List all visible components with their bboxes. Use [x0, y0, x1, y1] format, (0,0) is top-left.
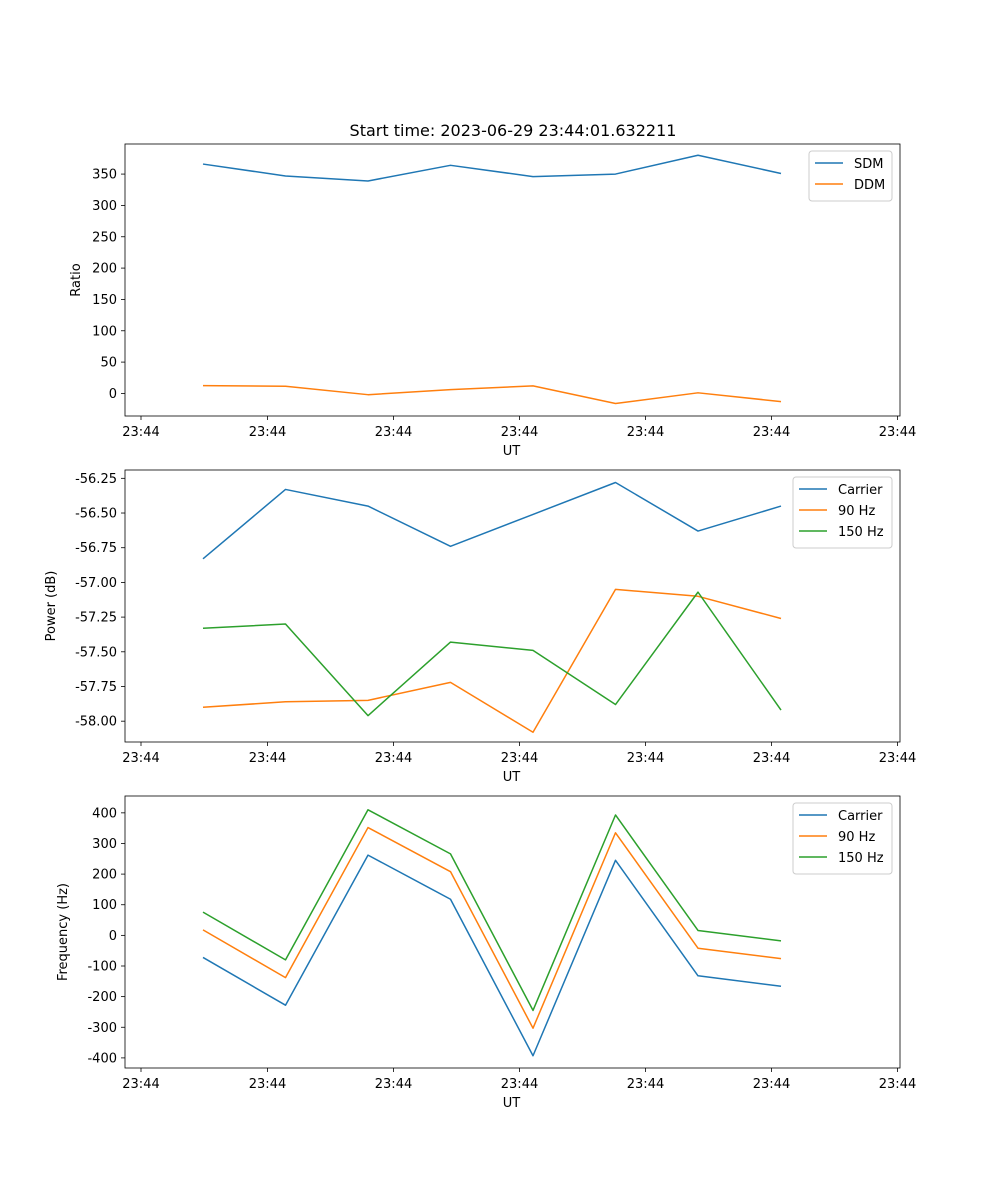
x-tick-label: 23:44 [375, 751, 412, 766]
y-tick-label: -58.00 [75, 715, 117, 730]
y-tick-label: 400 [92, 806, 117, 821]
x-tick-label: 23:44 [501, 425, 538, 440]
x-tick-label: 23:44 [753, 1077, 790, 1092]
axes-frame [124, 795, 901, 1069]
chart-panel-1: 23:44 23:44 23:44 23:44 23:44 23:44 23:44 0 50 10… [69, 143, 916, 459]
x-tick-label: 23:44 [249, 751, 286, 766]
series-line-ddm [202, 384, 782, 405]
y-tick-label: 0 [109, 929, 117, 944]
chart-panel-2: 23:44 23:44 23:44 23:44 23:44 23:44 23:44 -58.0… [44, 469, 916, 785]
y-tick-label: 300 [92, 837, 117, 852]
y-tick-label: 300 [92, 199, 117, 214]
legend: SDM DDM [808, 150, 893, 202]
legend-label: DDM [854, 178, 885, 193]
x-tick-label: 23:44 [249, 1077, 286, 1092]
y-tick-label: -56.25 [75, 472, 117, 487]
x-tick-label: 23:44 [501, 1077, 538, 1092]
x-tick-label: 23:44 [501, 751, 538, 766]
legend: Carrier 90 Hz 150 Hz [792, 802, 893, 875]
chart-panel-3: 23:44 23:44 23:44 23:44 23:44 23:44 23:44 -400 -… [56, 795, 916, 1111]
legend-label: SDM [854, 157, 883, 172]
series-line-carrier [202, 854, 782, 1057]
legend-label: 90 Hz [838, 830, 875, 845]
y-tick-label: 50 [100, 356, 117, 371]
legend: Carrier 90 Hz 150 Hz [792, 476, 893, 549]
x-tick-label: 23:44 [879, 425, 916, 440]
x-tick-label: 23:44 [627, 425, 664, 440]
legend-label: Carrier [838, 809, 883, 824]
legend-label: 150 Hz [838, 525, 884, 540]
x-tick-label: 23:44 [753, 425, 790, 440]
y-tick-label: -56.75 [75, 541, 117, 556]
x-tick-label: 23:44 [375, 425, 412, 440]
series-line-90-hz [202, 588, 782, 734]
series-line-sdm [202, 154, 782, 182]
x-tick-label: 23:44 [879, 751, 916, 766]
y-axis-label: Power (dB) [44, 571, 59, 642]
series-line-90-hz [202, 826, 782, 1029]
x-tick-label: 23:44 [753, 751, 790, 766]
x-tick-label: 23:44 [627, 751, 664, 766]
x-axis-label: UT [503, 1096, 521, 1111]
y-tick-label: -100 [87, 960, 117, 975]
y-tick-label: 0 [109, 387, 117, 402]
x-axis-label: UT [503, 444, 521, 459]
legend-label: 150 Hz [838, 851, 884, 866]
y-tick-label: -200 [87, 990, 117, 1005]
y-tick-label: -57.25 [75, 611, 117, 626]
x-tick-label: 23:44 [122, 751, 159, 766]
y-tick-label: 350 [92, 168, 117, 183]
y-tick-label: 150 [92, 293, 117, 308]
y-tick-label: 100 [92, 324, 117, 339]
x-tick-label: 23:44 [122, 425, 159, 440]
y-tick-label: -400 [87, 1051, 117, 1066]
y-tick-label: -56.50 [75, 507, 117, 522]
axes-frame [124, 143, 901, 417]
y-axis-label: Ratio [69, 263, 84, 296]
x-tick-label: 23:44 [627, 1077, 664, 1092]
legend-label: Carrier [838, 483, 883, 498]
x-tick-label: 23:44 [122, 1077, 159, 1092]
x-tick-label: 23:44 [879, 1077, 916, 1092]
y-tick-label: 200 [92, 868, 117, 883]
y-tick-label: -57.75 [75, 680, 117, 695]
series-line-150-hz [202, 809, 782, 1012]
series-line-150-hz [202, 591, 782, 717]
y-tick-label: -57.50 [75, 645, 117, 660]
y-tick-label: 250 [92, 230, 117, 245]
chart-title: Start time: 2023-06-29 23:44:01.632211 [350, 121, 677, 140]
y-tick-label: 100 [92, 898, 117, 913]
y-tick-label: 200 [92, 262, 117, 277]
x-tick-label: 23:44 [375, 1077, 412, 1092]
axes-frame [124, 469, 901, 743]
y-tick-label: -300 [87, 1021, 117, 1036]
series-line-carrier [202, 481, 782, 560]
legend-label: 90 Hz [838, 504, 875, 519]
y-axis-label: Frequency (Hz) [56, 883, 71, 981]
y-tick-label: -57.00 [75, 576, 117, 591]
x-axis-label: UT [503, 770, 521, 785]
x-tick-label: 23:44 [249, 425, 286, 440]
